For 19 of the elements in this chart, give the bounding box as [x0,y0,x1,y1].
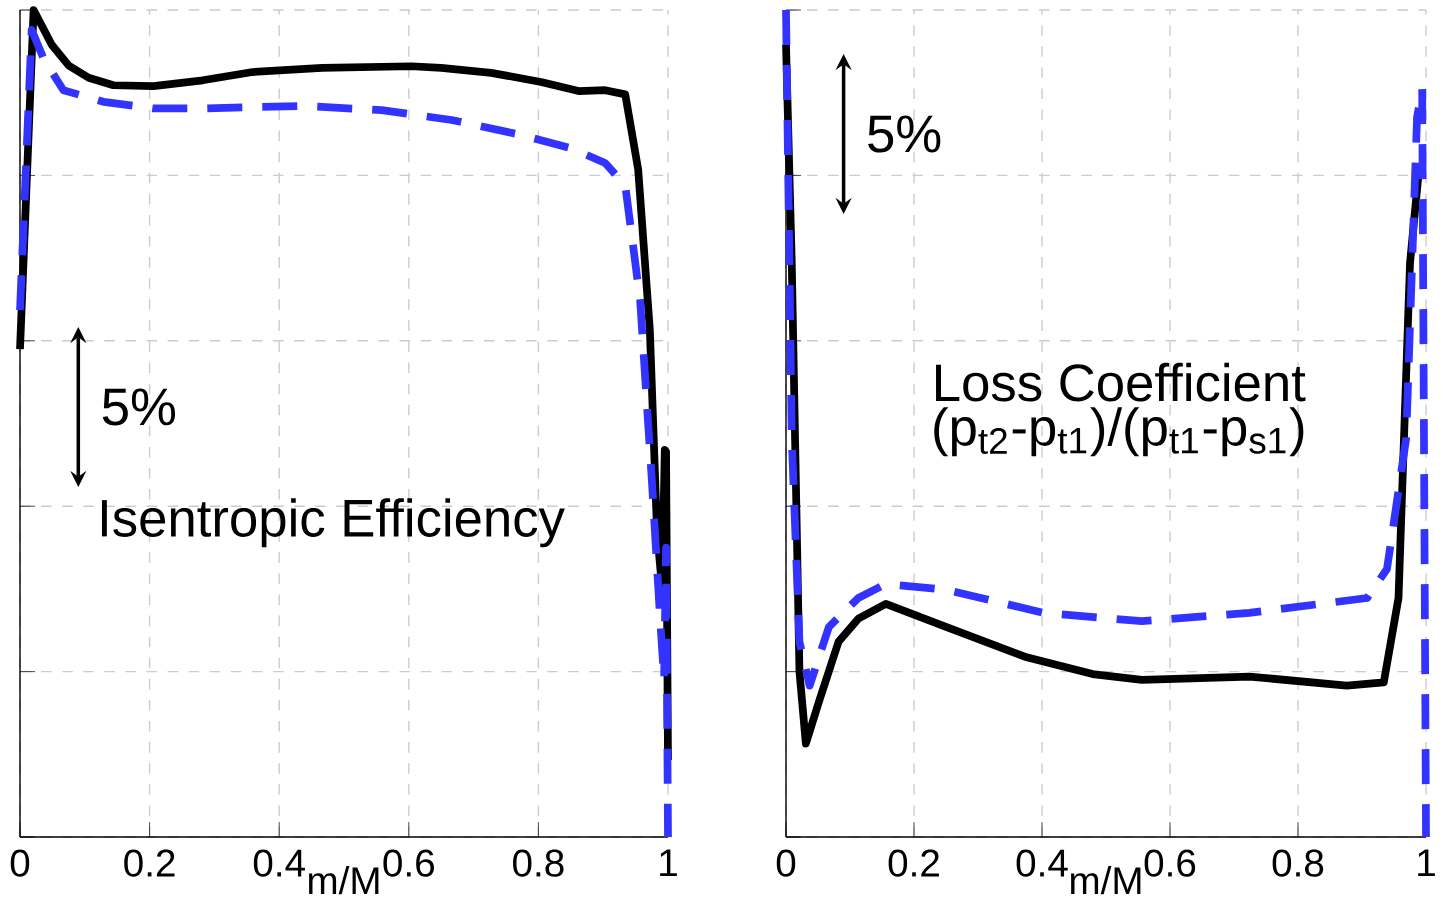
x-tick-label: 0.8 [513,849,564,877]
annotation: Isentropic Efficiency [101,498,565,548]
annotation: 5% [868,115,941,153]
x-tick-label: 0.4 [253,849,305,877]
x-tick-label: 0.2 [124,849,175,877]
x-tick-label: 0.6 [1144,849,1196,877]
text: (p$_{t2}$-p$_{t1}$)/(p$_{t1}$-p$_{s1}$) [934,407,1304,457]
x-tick-label: 0.6 [383,849,434,877]
x-tick-label: 0 [10,849,30,877]
x-tick-label: 0 [776,849,796,877]
x-tick-label: 0.8 [1272,849,1324,877]
annotation: 5% [102,388,176,426]
x-tick-label: 0.2 [888,849,939,877]
x-axis-title: m/M [309,865,379,895]
annotation: Loss Coefficient [936,362,1306,402]
x-tick-label: 0.4 [1016,849,1068,877]
x-tick-label: 1 [660,849,677,877]
x-axis-title: m/M [1071,865,1141,895]
x-tick-label: 1 [1418,849,1435,877]
